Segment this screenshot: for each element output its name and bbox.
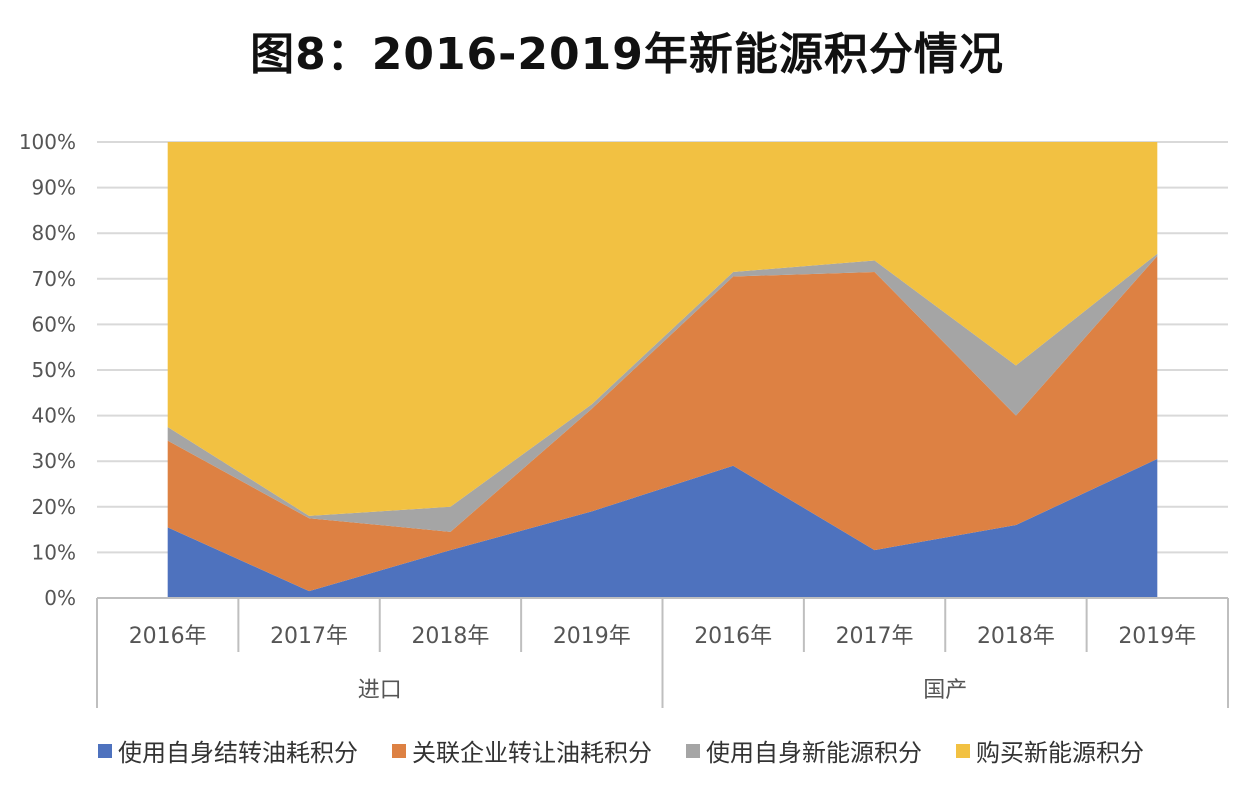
group-label: 进口	[358, 678, 402, 703]
x-tick-label: 2016年	[129, 624, 207, 649]
x-tick-label: 2017年	[270, 624, 348, 649]
legend-label: 关联企业转让油耗积分	[412, 739, 652, 767]
y-tick-label: 20%	[32, 495, 76, 519]
y-tick-label: 0%	[44, 586, 76, 610]
area-series-4	[167, 142, 1158, 516]
legend-label: 购买新能源积分	[976, 739, 1144, 767]
x-tick-label: 2018年	[411, 624, 489, 649]
x-tick-label: 2016年	[694, 624, 772, 649]
legend-label: 使用自身新能源积分	[706, 739, 922, 767]
y-tick-label: 40%	[32, 404, 76, 428]
x-tick-label: 2019年	[553, 624, 631, 649]
y-tick-label: 90%	[32, 176, 76, 200]
area-series-1	[167, 458, 1158, 598]
legend-swatch	[956, 743, 970, 758]
legend-swatch	[686, 743, 700, 758]
x-tick-label: 2019年	[1118, 624, 1196, 649]
legend-label: 使用自身结转油耗积分	[118, 739, 358, 767]
y-tick-label: 10%	[32, 540, 76, 564]
legend-item: 购买新能源积分	[956, 733, 1144, 768]
x-tick-label: 2018年	[977, 624, 1055, 649]
group-label: 国产	[923, 678, 967, 703]
y-tick-label: 50%	[32, 358, 76, 382]
y-tick-label: 60%	[32, 312, 76, 336]
legend: 使用自身结转油耗积分 关联企业转让油耗积分 使用自身新能源积分 购买新能源积分	[98, 733, 1144, 768]
legend-item: 关联企业转让油耗积分	[392, 733, 652, 768]
legend-swatch	[98, 743, 112, 758]
x-tick-label: 2017年	[836, 624, 914, 649]
y-tick-label: 30%	[32, 449, 76, 473]
y-tick-label: 100%	[19, 130, 76, 154]
area-series-2	[167, 256, 1158, 592]
y-tick-label: 70%	[32, 267, 76, 291]
legend-swatch	[392, 743, 406, 758]
legend-item: 使用自身新能源积分	[686, 733, 922, 768]
y-tick-label: 80%	[32, 221, 76, 245]
chart-title: 图8：2016-2019年新能源积分情况	[250, 29, 1004, 80]
legend-item: 使用自身结转油耗积分	[98, 733, 358, 768]
